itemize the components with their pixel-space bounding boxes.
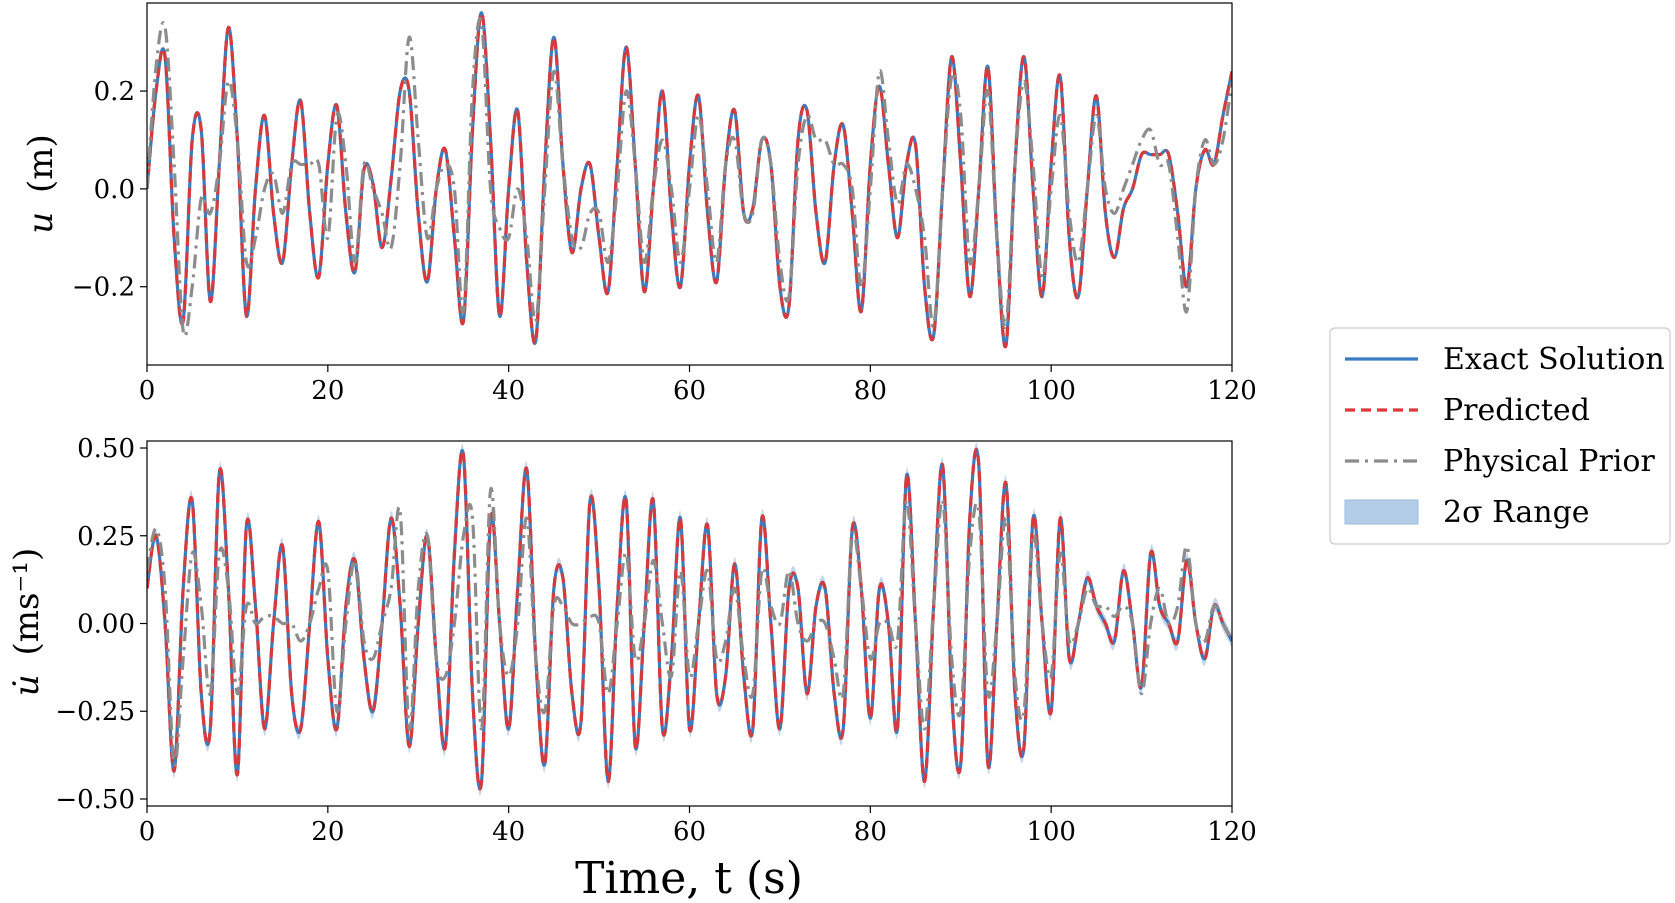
velocity-panel: 0 20 40 60 80 100 120 −0.50 −0.25 0.00 0.25 0.50 u… — [7, 434, 1257, 903]
velocity-xtick-label: 80 — [854, 817, 887, 847]
velocity-ytick-label: −0.25 — [55, 697, 135, 727]
displacement-xtick-label: 40 — [492, 376, 525, 406]
displacement-xtick-label: 100 — [1026, 376, 1076, 406]
legend-label: Exact Solution — [1443, 342, 1665, 377]
velocity-ytick-label: 0.00 — [77, 610, 135, 640]
displacement-panel: 0 20 40 60 80 100 120 −0.2 0.0 0.2 u (m) — [21, 2, 1257, 406]
velocity-series-predicted — [147, 447, 1232, 791]
velocity-xtick-label: 40 — [492, 817, 525, 847]
velocity-ytick-label: −0.50 — [55, 785, 135, 815]
legend-label: Predicted — [1443, 393, 1590, 428]
legend-label: Physical Prior — [1443, 444, 1655, 479]
legend-swatch-band — [1344, 499, 1419, 525]
velocity-xtick-label: 100 — [1026, 817, 1076, 847]
time-xlabel: Time, t (s) — [575, 853, 803, 903]
displacement-ytick-label: 0.0 — [94, 175, 135, 205]
displacement-series-physical-prior — [147, 17, 1232, 338]
displacement-series-predicted — [147, 11, 1232, 349]
displacement-ytick-label: 0.2 — [94, 77, 135, 107]
velocity-series-physical-prior — [147, 486, 1232, 767]
displacement-xtick-label: 80 — [854, 376, 887, 406]
velocity-xtick-label: 20 — [311, 817, 344, 847]
legend-label: 2σ Range — [1443, 495, 1590, 530]
displacement-ylabel: u (m) — [21, 134, 61, 234]
displacement-xtick-label: 120 — [1207, 376, 1257, 406]
velocity-xtick-label: 120 — [1207, 817, 1257, 847]
displacement-xtick-label: 60 — [673, 376, 706, 406]
legend: Exact Solution Predicted Physical Prior 2σ … — [1329, 327, 1671, 545]
displacement-xtick-label: 20 — [311, 376, 344, 406]
displacement-xtick-label: 0 — [139, 376, 156, 406]
legend-box — [1329, 327, 1671, 545]
velocity-ytick-label: 0.25 — [77, 522, 135, 552]
velocity-ytick-label: 0.50 — [77, 434, 135, 464]
displacement-ytick-label: −0.2 — [72, 273, 135, 303]
velocity-xtick-label: 60 — [673, 817, 706, 847]
velocity-xtick-label: 0 — [139, 817, 156, 847]
velocity-ylabel: u̇ (ms⁻¹) — [7, 548, 47, 697]
